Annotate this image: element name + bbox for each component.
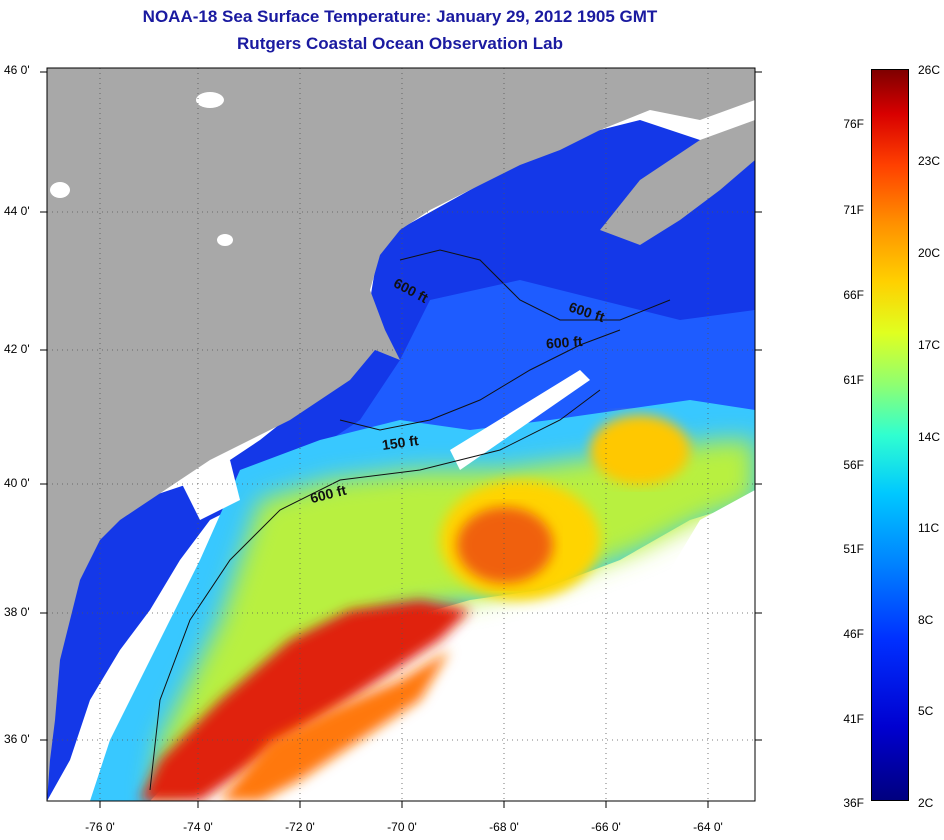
temperature-colorbar <box>871 69 909 801</box>
axis-ticks <box>40 71 762 808</box>
lon-label-72: -72 0' <box>285 820 315 834</box>
colorbar-label-51f: 51F <box>843 542 864 556</box>
graticule <box>47 68 755 801</box>
colorbar-label-66f: 66F <box>843 288 864 302</box>
map-title: NOAA-18 Sea Surface Temperature: January… <box>142 7 658 26</box>
map-frame <box>46 67 756 802</box>
contour-label-600ft-georges: 600 ft <box>545 333 583 352</box>
cloud-mask <box>50 92 755 801</box>
colorbar-label-5c: 5C <box>918 704 934 718</box>
colorbar-label-26c: 26C <box>918 63 941 77</box>
sea-surface-temperature-field <box>47 120 755 801</box>
colorbar-label-17c: 17C <box>918 338 941 352</box>
lat-label-42: 42 0' <box>4 342 30 356</box>
colorbar-label-8c: 8C <box>918 613 934 627</box>
lon-label-76: -76 0' <box>85 820 115 834</box>
map-subtitle: Rutgers Coastal Ocean Observation Lab <box>237 34 563 53</box>
lon-label-70: -70 0' <box>387 820 417 834</box>
colorbar-label-20c: 20C <box>918 246 941 260</box>
colorbar-label-2c: 2C <box>918 796 934 810</box>
lat-label-44: 44 0' <box>4 204 30 218</box>
lon-label-74: -74 0' <box>183 820 213 834</box>
colorbar-label-61f: 61F <box>843 373 864 387</box>
lon-label-68: -68 0' <box>489 820 519 834</box>
colorbar-label-46f: 46F <box>843 627 864 641</box>
colorbar-label-76f: 76F <box>843 117 864 131</box>
nova-scotia <box>600 120 755 245</box>
depth-contours <box>149 249 671 791</box>
colorbar-label-14c: 14C <box>918 430 941 444</box>
lon-label-64: -64 0' <box>693 820 723 834</box>
colorbar-label-56f: 56F <box>843 458 864 472</box>
lat-label-40: 40 0' <box>4 476 30 490</box>
colorbar-label-11c: 11C <box>918 521 940 535</box>
lat-label-46: 46 0' <box>4 63 30 77</box>
lat-label-38: 38 0' <box>4 605 30 619</box>
colorbar-label-41f: 41F <box>843 712 864 726</box>
colorbar-label-71f: 71F <box>843 203 864 217</box>
colorbar-label-36f: 36F <box>843 796 864 810</box>
colorbar-label-23c: 23C <box>918 154 941 168</box>
lat-label-36: 36 0' <box>4 732 30 746</box>
contour-label-150ft: 150 ft <box>381 432 420 453</box>
land-mass <box>47 68 755 801</box>
lon-label-66: -66 0' <box>591 820 621 834</box>
